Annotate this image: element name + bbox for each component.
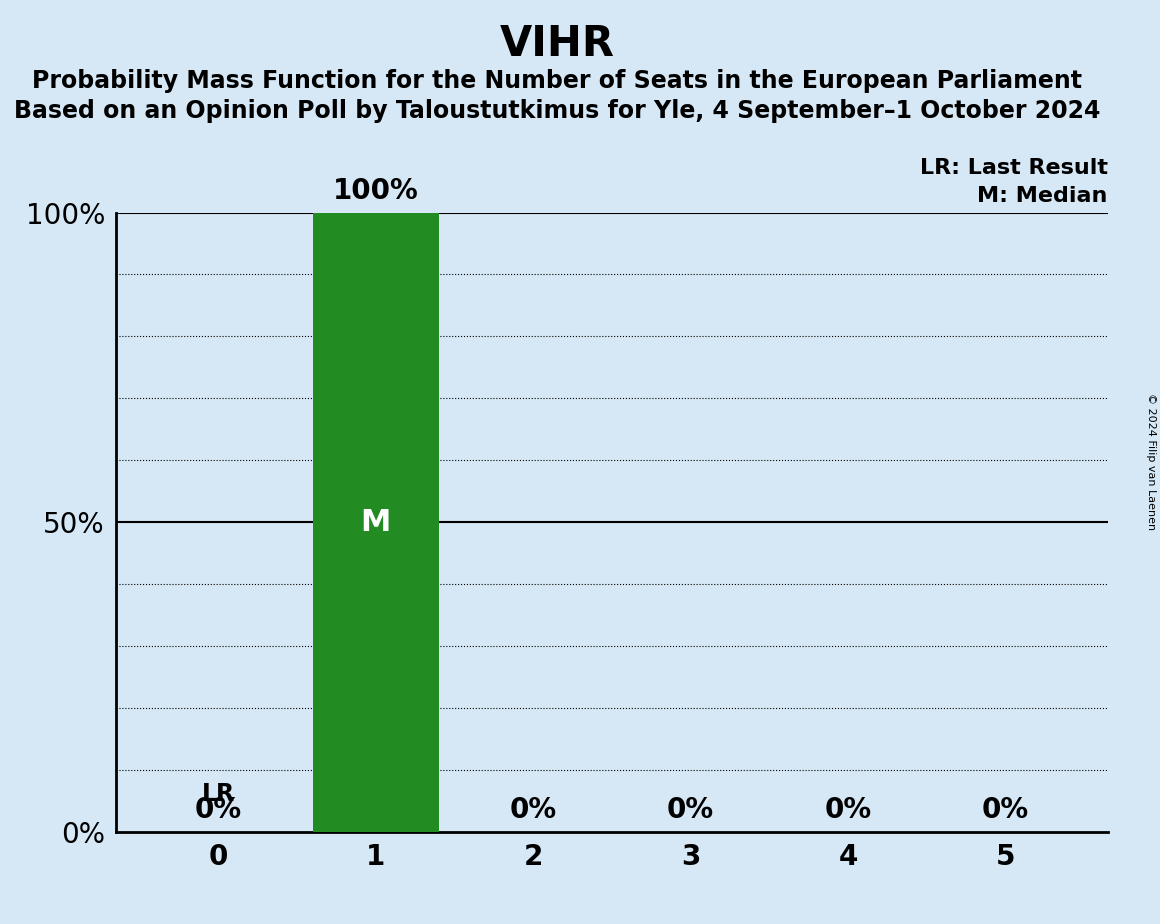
Text: M: M: [361, 507, 391, 537]
Text: 0%: 0%: [981, 796, 1029, 824]
Text: 100%: 100%: [333, 177, 419, 205]
Text: 0%: 0%: [195, 796, 242, 824]
Text: LR: Last Result: LR: Last Result: [920, 159, 1108, 178]
Text: VIHR: VIHR: [499, 23, 615, 65]
Text: 0%: 0%: [509, 796, 557, 824]
Text: 0%: 0%: [825, 796, 871, 824]
Text: Based on an Opinion Poll by Taloustutkimus for Yle, 4 September–1 October 2024: Based on an Opinion Poll by Taloustutkim…: [14, 99, 1100, 123]
Text: © 2024 Filip van Laenen: © 2024 Filip van Laenen: [1146, 394, 1155, 530]
Text: M: Median: M: Median: [978, 187, 1108, 206]
Text: Probability Mass Function for the Number of Seats in the European Parliament: Probability Mass Function for the Number…: [31, 69, 1082, 93]
Text: LR: LR: [202, 783, 234, 807]
Text: 0%: 0%: [667, 796, 715, 824]
Bar: [313, 213, 438, 832]
